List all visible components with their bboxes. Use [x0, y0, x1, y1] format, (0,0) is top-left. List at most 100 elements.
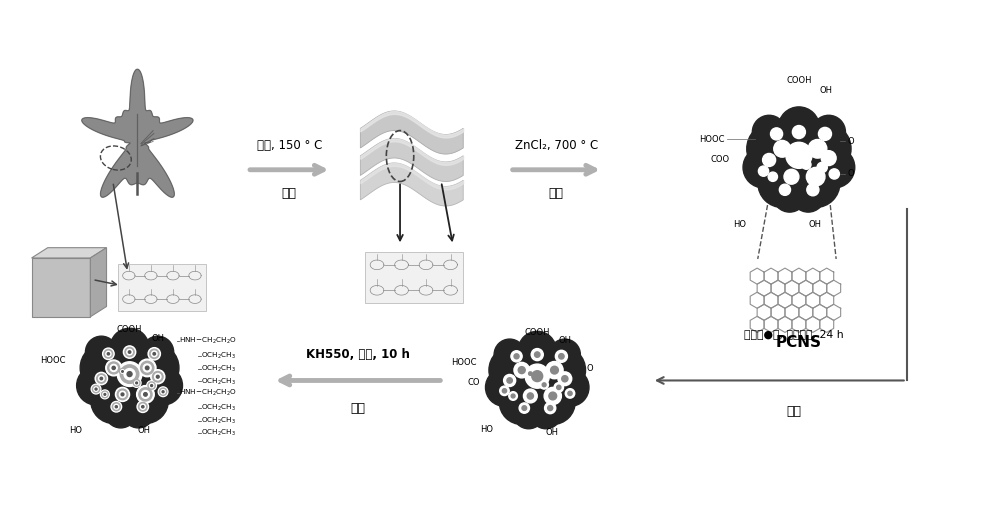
- Text: OH: OH: [151, 334, 164, 343]
- Text: $\mathrm{OCH_2CH_3}$: $\mathrm{OCH_2CH_3}$: [201, 364, 236, 374]
- Polygon shape: [32, 258, 90, 317]
- Circle shape: [137, 401, 149, 412]
- Circle shape: [818, 127, 831, 141]
- Circle shape: [140, 404, 145, 409]
- Circle shape: [128, 351, 131, 353]
- Circle shape: [148, 382, 155, 389]
- Circle shape: [104, 393, 106, 396]
- Circle shape: [814, 147, 855, 188]
- Text: HO: HO: [733, 220, 746, 229]
- Circle shape: [786, 142, 812, 168]
- Circle shape: [758, 159, 806, 207]
- Circle shape: [141, 390, 149, 399]
- Circle shape: [557, 385, 561, 389]
- Circle shape: [158, 387, 168, 397]
- Circle shape: [117, 362, 142, 386]
- Circle shape: [763, 153, 776, 167]
- Circle shape: [779, 184, 791, 195]
- Circle shape: [513, 398, 544, 429]
- Circle shape: [142, 336, 174, 368]
- Circle shape: [112, 403, 120, 411]
- Text: $\mathrm{OCH_2CH_3}$: $\mathrm{OCH_2CH_3}$: [201, 416, 236, 426]
- Circle shape: [509, 392, 517, 400]
- Circle shape: [120, 368, 125, 374]
- Circle shape: [137, 386, 154, 403]
- Circle shape: [565, 389, 575, 398]
- Circle shape: [527, 393, 533, 399]
- Circle shape: [105, 396, 137, 428]
- Circle shape: [549, 392, 557, 400]
- Circle shape: [568, 391, 572, 396]
- Circle shape: [133, 380, 140, 386]
- Circle shape: [161, 389, 165, 394]
- Circle shape: [545, 403, 556, 413]
- Circle shape: [135, 381, 139, 385]
- Polygon shape: [360, 111, 463, 154]
- Circle shape: [774, 141, 791, 157]
- Circle shape: [523, 389, 537, 403]
- Circle shape: [121, 370, 124, 373]
- Circle shape: [144, 366, 182, 405]
- Circle shape: [115, 406, 117, 408]
- Circle shape: [115, 387, 130, 402]
- Circle shape: [812, 115, 845, 149]
- Text: 碳化: 碳化: [549, 187, 564, 201]
- Text: COOH: COOH: [117, 325, 142, 334]
- Circle shape: [150, 349, 159, 359]
- Circle shape: [132, 379, 141, 387]
- Circle shape: [760, 121, 838, 199]
- Text: $\mathrm{OCH_2CH_3}$: $\mathrm{OCH_2CH_3}$: [201, 351, 236, 361]
- Circle shape: [151, 351, 157, 357]
- Circle shape: [555, 350, 567, 362]
- Circle shape: [485, 368, 523, 406]
- Circle shape: [127, 371, 132, 377]
- Circle shape: [821, 151, 836, 166]
- Circle shape: [526, 370, 534, 378]
- Text: 剥离: 剥离: [282, 187, 297, 201]
- Circle shape: [153, 352, 155, 355]
- Circle shape: [123, 396, 154, 428]
- Text: HOOC: HOOC: [451, 358, 476, 367]
- Circle shape: [106, 360, 122, 376]
- Circle shape: [145, 366, 149, 370]
- Text: 醒酸, 150 ° C: 醒酸, 150 ° C: [257, 139, 322, 152]
- Polygon shape: [360, 139, 463, 182]
- Circle shape: [529, 372, 532, 376]
- Circle shape: [156, 376, 159, 378]
- Circle shape: [117, 389, 128, 400]
- Circle shape: [522, 406, 527, 410]
- Circle shape: [544, 387, 561, 405]
- Text: $\mathrm{OCH_2CH_3}$: $\mathrm{OCH_2CH_3}$: [201, 403, 236, 413]
- Circle shape: [771, 128, 783, 140]
- Circle shape: [532, 371, 543, 382]
- Circle shape: [121, 393, 124, 396]
- Text: HOOC: HOOC: [40, 357, 66, 365]
- Text: O: O: [847, 169, 854, 179]
- Circle shape: [127, 349, 132, 355]
- Circle shape: [149, 383, 154, 388]
- Circle shape: [525, 364, 549, 388]
- Circle shape: [130, 343, 179, 392]
- Text: $\mathrm{HNH\!-\!CH_2CH_2O}$: $\mathrm{HNH\!-\!CH_2CH_2O}$: [179, 388, 236, 398]
- Text: $\mathrm{OCH_2CH_3}$: $\mathrm{OCH_2CH_3}$: [201, 428, 236, 439]
- Circle shape: [125, 347, 134, 357]
- Circle shape: [99, 376, 104, 381]
- Circle shape: [100, 390, 109, 399]
- Circle shape: [787, 148, 796, 156]
- Circle shape: [743, 147, 784, 188]
- Circle shape: [91, 384, 101, 394]
- Circle shape: [518, 367, 525, 373]
- Circle shape: [108, 362, 120, 374]
- Circle shape: [124, 368, 135, 380]
- Circle shape: [546, 362, 563, 379]
- Circle shape: [111, 402, 122, 412]
- Text: OH: OH: [137, 426, 150, 435]
- Circle shape: [144, 392, 147, 396]
- Circle shape: [97, 374, 106, 383]
- Circle shape: [77, 366, 115, 405]
- Circle shape: [501, 344, 573, 417]
- Circle shape: [799, 123, 851, 175]
- Polygon shape: [32, 248, 107, 258]
- Text: PCNS: PCNS: [776, 336, 822, 350]
- Circle shape: [107, 352, 110, 355]
